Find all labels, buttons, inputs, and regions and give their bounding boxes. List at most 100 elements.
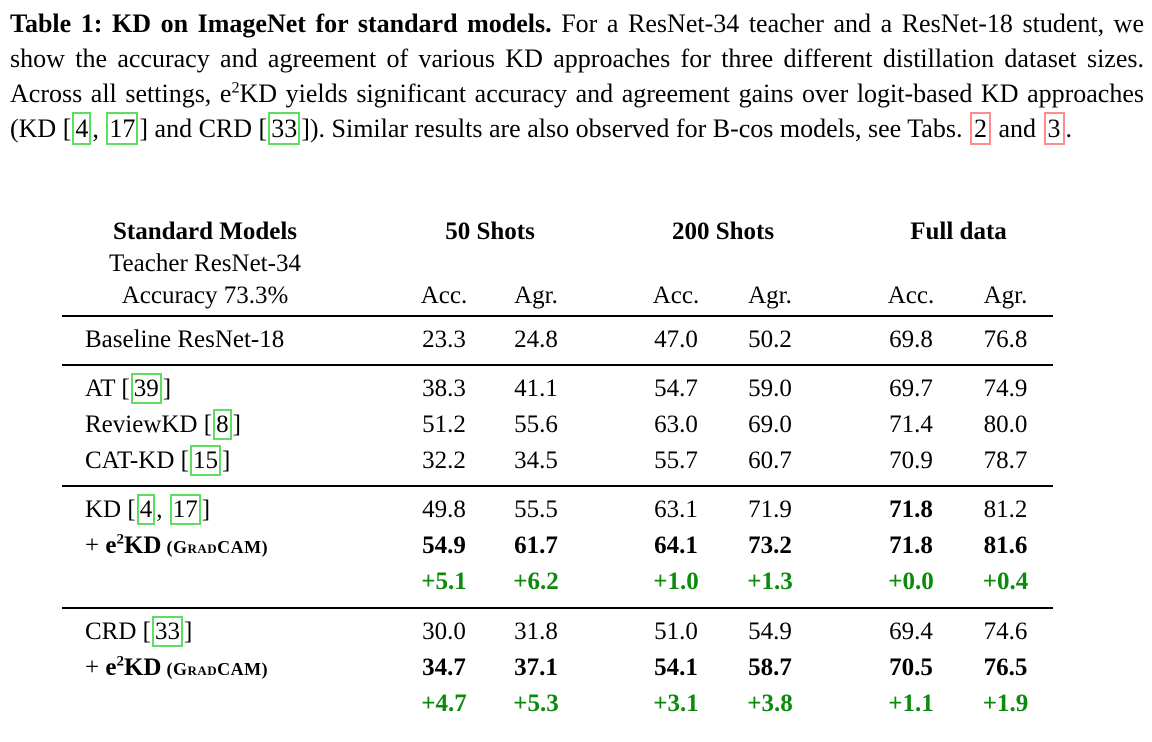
value-cell: 69.7 (889, 375, 933, 402)
value-cell: 76.5 (983, 654, 1028, 681)
caption-text-2: KD yields significant accuracy and agree… (10, 79, 1144, 143)
table-ref-link-3[interactable]: 3 (1043, 112, 1065, 145)
column-gap (582, 650, 629, 686)
value-cell: 54.7 (654, 375, 698, 402)
table-row-kd-improvement: +5.1 +6.2 +1.0 +1.3 +0.0 +0.4 (62, 564, 1054, 609)
value-cell-best: 71.8 (889, 496, 933, 523)
teacher-model-label: Teacher ResNet-34 (109, 250, 301, 277)
citation-link-8[interactable]: 8 (213, 409, 232, 440)
header-row-teacher: Teacher ResNet-34 (62, 250, 1053, 278)
plus-sign: + (85, 654, 106, 681)
caption-text-3: ] and CRD [ (139, 114, 268, 143)
citation-link-15[interactable]: 15 (189, 445, 221, 476)
column-gap (582, 210, 629, 250)
column-gap (582, 528, 629, 564)
value-cell: 71.8 (889, 532, 933, 559)
column-gap (582, 564, 629, 609)
row-label: AT [39] (62, 365, 398, 407)
e2kd-kd: KD (123, 654, 162, 681)
value-cell: 71.9 (748, 496, 792, 523)
value-cell: 81.6 (983, 532, 1028, 559)
caption-text-4: ]). Similar results are also observed fo… (301, 114, 969, 143)
value-cell: 50.2 (723, 316, 817, 366)
column-gap (582, 316, 629, 366)
value-cell: 34.7 (422, 654, 466, 681)
value-cell: 69.0 (748, 411, 792, 438)
table-row-crd-e2kd: + e2KD (GradCAM) 34.7 37.1 54.1 58.7 70.… (62, 650, 1053, 686)
teacher-accuracy-label: Accuracy 73.3% (62, 278, 398, 317)
delta-cell: +3.1 (653, 690, 699, 717)
row-label: CRD [33] (62, 608, 398, 650)
value-cell: 38.3 (422, 375, 466, 402)
table-row-crd-improvement: +4.7 +5.3 +3.1 +3.8 +1.1 +1.9 (62, 686, 1053, 729)
value-cell: 30.0 (422, 618, 466, 645)
value-cell: 49.8 (422, 496, 466, 523)
delta-cell: +5.3 (513, 690, 559, 717)
caption-comma: , (92, 114, 106, 143)
group-header-200-shots: 200 Shots (671, 218, 775, 245)
delta-cell: +3.8 (747, 690, 793, 717)
value-cell: 69.8 (864, 316, 958, 366)
group-header-50-shots: 50 Shots (445, 218, 535, 245)
caption-text-1: For a ResNet-34 teacher and a ResNet-18 … (10, 9, 1144, 108)
value-cell: 69.4 (889, 618, 933, 645)
column-gap (582, 365, 629, 407)
column-gap (817, 564, 864, 609)
value-cell: 70.5 (889, 654, 933, 681)
citation-link-39[interactable]: 39 (130, 373, 162, 404)
row-label-text: ] (183, 618, 193, 645)
row-label-text: KD [ (85, 496, 136, 523)
value-cell: 60.7 (723, 443, 817, 487)
column-gap (582, 686, 629, 729)
citation-link-4[interactable]: 4 (72, 112, 92, 145)
e2kd-e: e (105, 654, 117, 681)
empty-cell (62, 686, 398, 729)
table-row-at: AT [39] 38.3 41.1 54.7 59.0 69.7 74.9 (62, 365, 1053, 407)
value-cell: 61.7 (514, 532, 558, 559)
column-gap (582, 608, 629, 650)
column-gap (817, 278, 864, 317)
table-title: Standard Models (112, 218, 298, 245)
citation-link-4[interactable]: 4 (136, 494, 156, 525)
table-row-kd: KD [4, 17] 49.8 55.5 63.1 71.9 71.8 81.2 (62, 486, 1053, 528)
gradcam-label: (GradCAM) (161, 537, 269, 557)
e2kd-superscript: 2 (231, 79, 240, 97)
caption-title: Table 1: KD on ImageNet for standard mod… (10, 9, 552, 38)
value-cell: 71.4 (889, 411, 933, 438)
subheader-acc: Acc. (864, 278, 958, 317)
row-label: ReviewKD [8] (62, 407, 398, 443)
subheader-agr: Agr. (723, 278, 817, 317)
value-cell: 54.9 (748, 618, 792, 645)
citation-link-17[interactable]: 17 (169, 494, 201, 525)
subheader-acc: Acc. (398, 278, 490, 317)
group-header-full-data: Full data (910, 218, 1007, 245)
delta-cell: +0.4 (958, 564, 1054, 609)
citation-link-33[interactable]: 33 (151, 616, 183, 647)
column-gap (817, 365, 864, 407)
gradcam-label: (GradCAM) (161, 659, 269, 679)
value-cell: 54.9 (422, 532, 466, 559)
row-label: CAT-KD [15] (62, 443, 398, 487)
delta-cell: +0.0 (864, 564, 958, 609)
citation-link-17[interactable]: 17 (106, 112, 139, 145)
value-cell: 55.6 (514, 411, 558, 438)
value-cell: 59.0 (748, 375, 792, 402)
value-cell: 73.2 (748, 532, 792, 559)
value-cell: 76.8 (958, 316, 1054, 366)
column-gap (817, 486, 864, 528)
value-cell: 51.2 (422, 411, 466, 438)
row-label-e2kd: + e2KD (GradCAM) (62, 528, 398, 564)
table-ref-link-2[interactable]: 2 (969, 112, 991, 145)
delta-cell: +1.9 (982, 690, 1029, 717)
row-label-e2kd: + e2KD (GradCAM) (62, 650, 398, 686)
column-gap (582, 278, 629, 317)
header-row-subcolumns: Accuracy 73.3% Acc. Agr. Acc. Agr. Acc. … (62, 278, 1054, 317)
row-label: KD [4, 17] (62, 486, 398, 528)
column-gap (817, 443, 864, 487)
subheader-agr: Agr. (958, 278, 1054, 317)
citation-link-33[interactable]: 33 (268, 112, 301, 145)
value-cell: 54.1 (654, 654, 698, 681)
value-cell: 74.6 (983, 618, 1028, 645)
value-cell: 80.0 (983, 411, 1028, 438)
value-cell: 34.5 (490, 443, 582, 487)
